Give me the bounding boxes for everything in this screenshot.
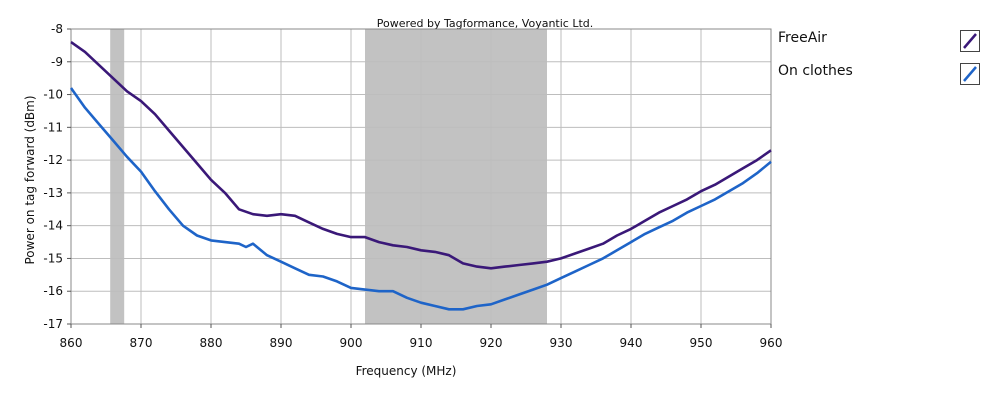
x-tick-label: 870: [130, 336, 153, 350]
x-tick-label: 900: [340, 336, 363, 350]
legend-swatch-on-clothes-icon[interactable]: [960, 63, 980, 85]
swatch-line: [963, 66, 977, 82]
x-tick-label: 880: [200, 336, 223, 350]
series-line-1: [70, 41, 772, 270]
x-tick-label: 930: [550, 336, 573, 350]
legend-label-freeair: FreeAir: [778, 30, 827, 46]
y-tick-label: -15: [43, 251, 63, 265]
shaded-band-1: [110, 29, 125, 324]
x-tick-label: 860: [60, 336, 83, 350]
line-swatch-icon: [963, 66, 977, 82]
legend-item-freeair[interactable]: FreeAir: [778, 30, 988, 63]
y-tick-label: -8: [51, 22, 63, 36]
x-tick-label: 890: [270, 336, 293, 350]
shaded-band-2: [365, 29, 547, 324]
legend-item-on-clothes[interactable]: On clothes: [778, 63, 988, 96]
swatch-line: [963, 33, 977, 49]
x-tick-label: 940: [620, 336, 643, 350]
y-tick-label: -10: [43, 88, 63, 102]
y-tick-label: -16: [43, 284, 63, 298]
y-tick-label: -13: [43, 186, 63, 200]
legend-label-on-clothes: On clothes: [778, 63, 853, 79]
line-swatch-icon: [963, 33, 977, 49]
y-axis-title: Power on tag forward (dBm): [23, 95, 37, 264]
credit-text: Powered by Tagformance, Voyantic Ltd.: [377, 17, 594, 30]
plot-area: 860 870 880 890 900 910 920 930 940 950 960 -8 -9 -10…: [43, 22, 782, 350]
y-tick-label: -9: [51, 55, 63, 69]
y-tick-label: -17: [43, 317, 63, 331]
y-tick-label: -11: [43, 120, 63, 134]
x-axis-title: Frequency (MHz): [356, 364, 457, 378]
x-tick-label: 950: [690, 336, 713, 350]
series-line-2: [69, 87, 772, 311]
legend: FreeAir On clothes: [778, 30, 988, 96]
x-tick-label: 910: [410, 336, 433, 350]
x-tick-label: 920: [480, 336, 503, 350]
x-tick-label: 960: [760, 336, 783, 350]
y-tick-label: -14: [43, 219, 63, 233]
legend-swatch-freeair-icon[interactable]: [960, 30, 980, 52]
y-tick-label: -12: [43, 153, 63, 167]
